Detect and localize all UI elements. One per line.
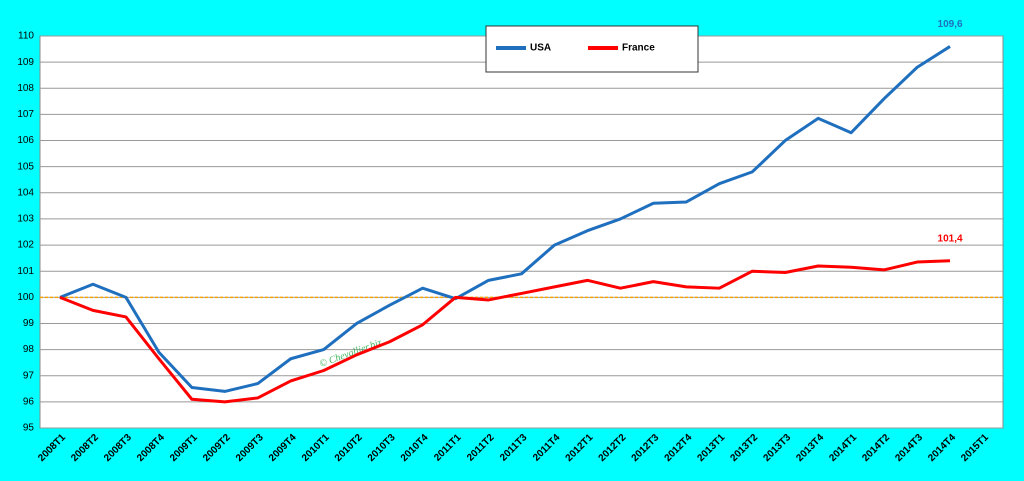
y-tick-label: 102 — [17, 240, 34, 251]
value-label: 101,4 — [938, 233, 963, 244]
y-tick-label: 95 — [23, 423, 35, 434]
y-tick-label: 96 — [23, 397, 35, 408]
y-tick-label: 99 — [23, 318, 35, 329]
y-tick-label: 108 — [17, 83, 34, 94]
value-label: 109,6 — [938, 19, 963, 30]
legend-label: France — [622, 43, 655, 54]
y-tick-label: 110 — [18, 31, 34, 42]
series-line — [59, 259, 951, 404]
series-line — [59, 45, 951, 393]
y-tick-label: 107 — [17, 109, 34, 120]
legend-label: USA — [530, 43, 551, 54]
y-tick-label: 104 — [17, 187, 34, 198]
y-tick-label: 105 — [17, 161, 34, 172]
y-tick-label: 98 — [23, 344, 35, 355]
y-tick-label: 109 — [17, 57, 34, 68]
y-tick-label: 97 — [23, 370, 35, 381]
y-tick-label: 101 — [17, 266, 34, 277]
y-tick-label: 100 — [17, 292, 34, 303]
y-tick-label: 106 — [17, 135, 34, 146]
plot-area — [39, 35, 1004, 429]
y-tick-label: 103 — [17, 214, 34, 225]
